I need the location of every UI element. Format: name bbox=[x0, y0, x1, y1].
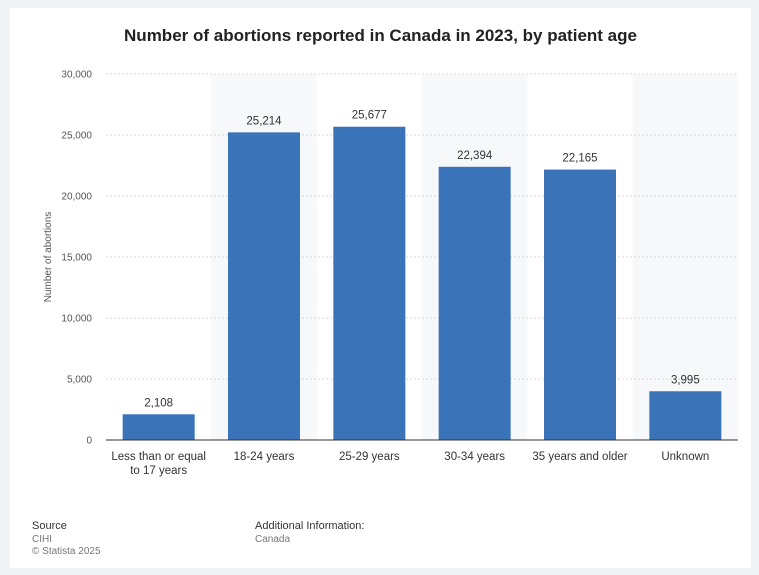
bar bbox=[122, 414, 195, 440]
data-label: 3,995 bbox=[671, 374, 700, 386]
bar bbox=[228, 132, 300, 440]
bar bbox=[438, 166, 511, 440]
bar bbox=[333, 126, 406, 440]
data-label: 2,108 bbox=[144, 397, 173, 409]
y-axis-title: Number of abortions bbox=[43, 212, 54, 303]
x-tick-label: 18-24 years bbox=[234, 451, 295, 463]
source-heading: Source bbox=[32, 520, 67, 532]
additional-info-value: Canada bbox=[255, 534, 291, 545]
x-tick-label: 35 years and older bbox=[532, 451, 627, 463]
data-label: 25,677 bbox=[352, 110, 387, 122]
y-tick-label: 5,000 bbox=[67, 375, 92, 386]
x-tick-label: 30-34 years bbox=[444, 451, 505, 463]
source-name: CIHI bbox=[32, 534, 52, 545]
data-label: 22,165 bbox=[562, 153, 597, 165]
y-tick-label: 10,000 bbox=[61, 314, 92, 325]
bar bbox=[544, 169, 616, 440]
additional-info-heading: Additional Information: bbox=[255, 520, 365, 532]
y-tick-label: 20,000 bbox=[61, 192, 92, 203]
y-tick-label: 15,000 bbox=[61, 253, 92, 264]
bar-chart: 0 5,000 10,000 15,000 20,000 25,000 30,000 Numb… bbox=[43, 70, 738, 477]
chart-card: Number of abortions reported in Canada i… bbox=[10, 8, 751, 568]
data-label: 25,214 bbox=[246, 115, 282, 127]
bar bbox=[649, 391, 722, 440]
y-tick-label: 0 bbox=[86, 436, 92, 447]
x-tick-label: Less than or equal to 17 years bbox=[111, 451, 206, 477]
y-tick-label: 25,000 bbox=[61, 131, 92, 142]
chart-title: Number of abortions reported in Canada i… bbox=[124, 26, 637, 45]
x-tick-label: Unknown bbox=[661, 451, 709, 463]
data-label: 22,394 bbox=[457, 150, 493, 162]
y-tick-label: 30,000 bbox=[61, 70, 92, 81]
x-tick-label: 25-29 years bbox=[339, 451, 400, 463]
copyright-text: © Statista 2025 bbox=[32, 546, 101, 557]
